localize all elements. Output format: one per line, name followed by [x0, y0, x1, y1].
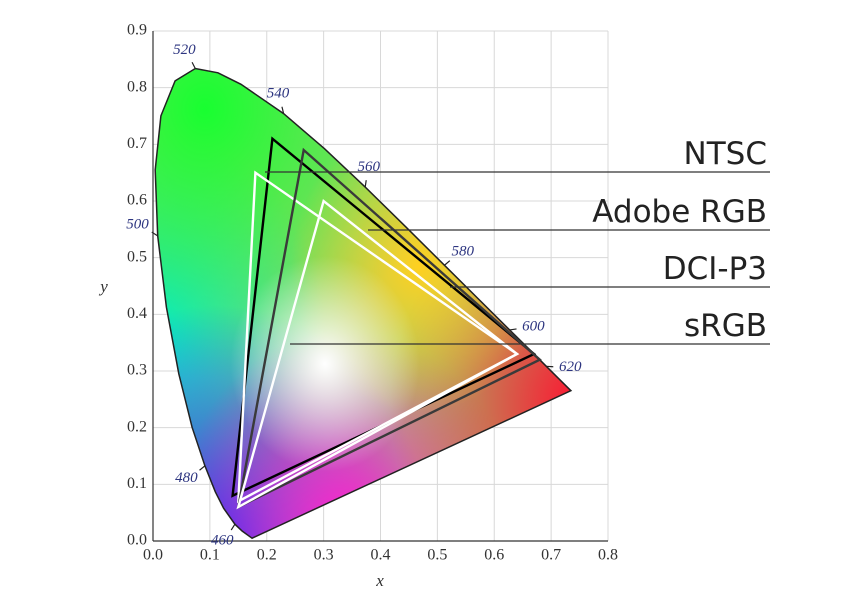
gamut-triangle [236, 198, 520, 510]
wavelength-label: 520 [173, 42, 196, 58]
wavelength-label: 460 [211, 533, 234, 549]
y-tick-label: 0.9 [127, 22, 147, 39]
legend-label: Adobe RGB [592, 194, 767, 230]
y-tick-label: 0.8 [127, 78, 147, 95]
color-fill [155, 68, 571, 539]
wavelength-label: 500 [126, 217, 149, 233]
x-tick-label: 0.3 [314, 547, 334, 564]
wavelength-label: 620 [559, 359, 582, 375]
gamut-triangle [236, 147, 542, 510]
x-tick-label: 0.0 [143, 547, 163, 564]
wavelength-label: 580 [451, 244, 474, 260]
x-tick-label: 0.1 [200, 547, 220, 564]
y-tick-label: 0.2 [127, 418, 147, 435]
y-tick-label: 0.1 [127, 475, 147, 492]
wavelength-tick [364, 180, 367, 188]
legend-label: DCI-P3 [663, 251, 767, 287]
x-tick-label: 0.7 [541, 547, 561, 564]
legend-label: sRGB [684, 308, 767, 344]
y-axis-label: y [98, 277, 108, 296]
wavelength-label: 480 [175, 470, 198, 486]
wavelength-tick [281, 106, 285, 114]
y-tick-label: 0.4 [127, 305, 147, 322]
y-tick-label: 0.0 [127, 532, 147, 549]
marks [151, 62, 573, 540]
legend-label: NTSC [684, 136, 767, 172]
wavelength-tick [444, 260, 451, 266]
x-tick-label: 0.4 [371, 547, 391, 564]
gamut-triangle [236, 170, 520, 504]
wavelength-label: 600 [522, 319, 545, 335]
x-tick-label: 0.8 [598, 547, 618, 564]
x-tick-label: 0.5 [427, 547, 447, 564]
y-tick-label: 0.6 [127, 192, 147, 209]
spectral-locus [154, 67, 573, 540]
wavelength-tick [509, 328, 517, 331]
wavelength-label: 540 [267, 86, 290, 102]
wavelength-tick [199, 465, 206, 471]
x-tick-label: 0.6 [484, 547, 504, 564]
wavelength-label: 560 [357, 159, 380, 175]
x-axis-label: x [375, 571, 384, 590]
wavelength-tick [230, 523, 236, 531]
y-tick-label: 0.7 [127, 135, 147, 152]
x-tick-label: 0.2 [257, 547, 277, 564]
wavelength-tick [191, 62, 196, 69]
y-tick-label: 0.5 [127, 248, 147, 265]
y-tick-label: 0.3 [127, 362, 147, 379]
